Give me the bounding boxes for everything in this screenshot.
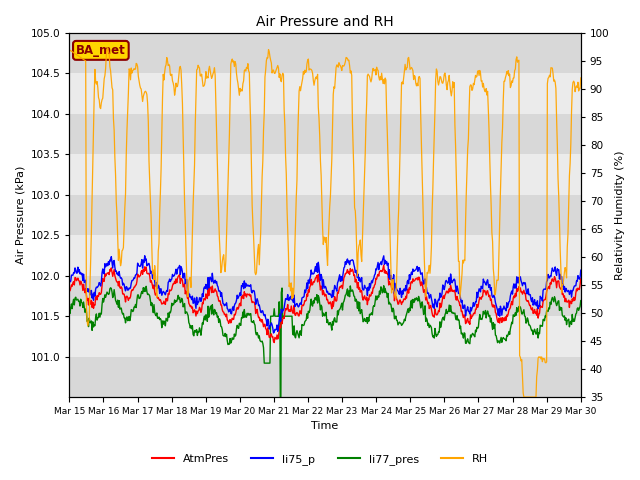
Title: Air Pressure and RH: Air Pressure and RH — [256, 15, 394, 29]
Bar — [69, 316, 580, 357]
Bar — [69, 33, 580, 73]
Bar — [69, 357, 580, 397]
Bar — [69, 155, 580, 195]
Bar — [69, 73, 580, 114]
Text: BA_met: BA_met — [76, 44, 125, 57]
Bar — [69, 195, 580, 235]
Bar — [69, 235, 580, 276]
Y-axis label: Relativity Humidity (%): Relativity Humidity (%) — [615, 150, 625, 280]
Bar — [69, 114, 580, 155]
Y-axis label: Air Pressure (kPa): Air Pressure (kPa) — [15, 166, 25, 264]
Legend: AtmPres, li75_p, li77_pres, RH: AtmPres, li75_p, li77_pres, RH — [147, 450, 493, 469]
Bar — [69, 276, 580, 316]
X-axis label: Time: Time — [312, 421, 339, 432]
